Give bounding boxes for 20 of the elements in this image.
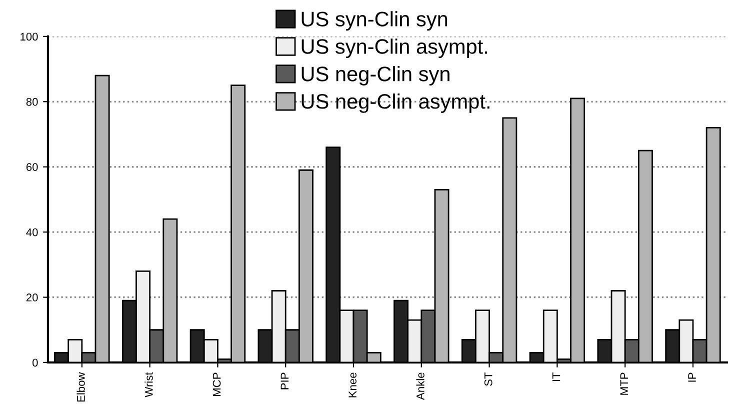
x-tick-label: ST <box>484 372 492 386</box>
x-tick-label: Knee <box>348 372 356 398</box>
x-tick-label: Ankle <box>416 372 424 400</box>
x-tick-label: MTP <box>620 372 628 395</box>
x-tick-label: MCP <box>212 372 221 396</box>
y-tick-label: 40 <box>26 228 38 236</box>
x-tick-label: IT <box>552 372 560 382</box>
y-tick-label: 60 <box>26 163 38 171</box>
y-tick-label: 0 <box>32 358 38 367</box>
x-tick-label: IP <box>688 372 696 382</box>
y-tick-label: 80 <box>26 98 38 106</box>
legend-label: US neg-Clin syn <box>302 66 450 86</box>
legend-label: US neg-Clin asympt. <box>302 93 490 113</box>
y-tick-label: 20 <box>26 294 38 302</box>
y-tick-label: 100 <box>20 32 38 41</box>
x-tick-label: Wrist <box>144 372 153 398</box>
x-tick-label: Elbow <box>76 372 85 402</box>
legend-label: US syn-Clin syn <box>302 11 448 31</box>
x-tick-label: PIP <box>280 372 288 390</box>
legend-label: US syn-Clin asympt. <box>302 38 488 58</box>
